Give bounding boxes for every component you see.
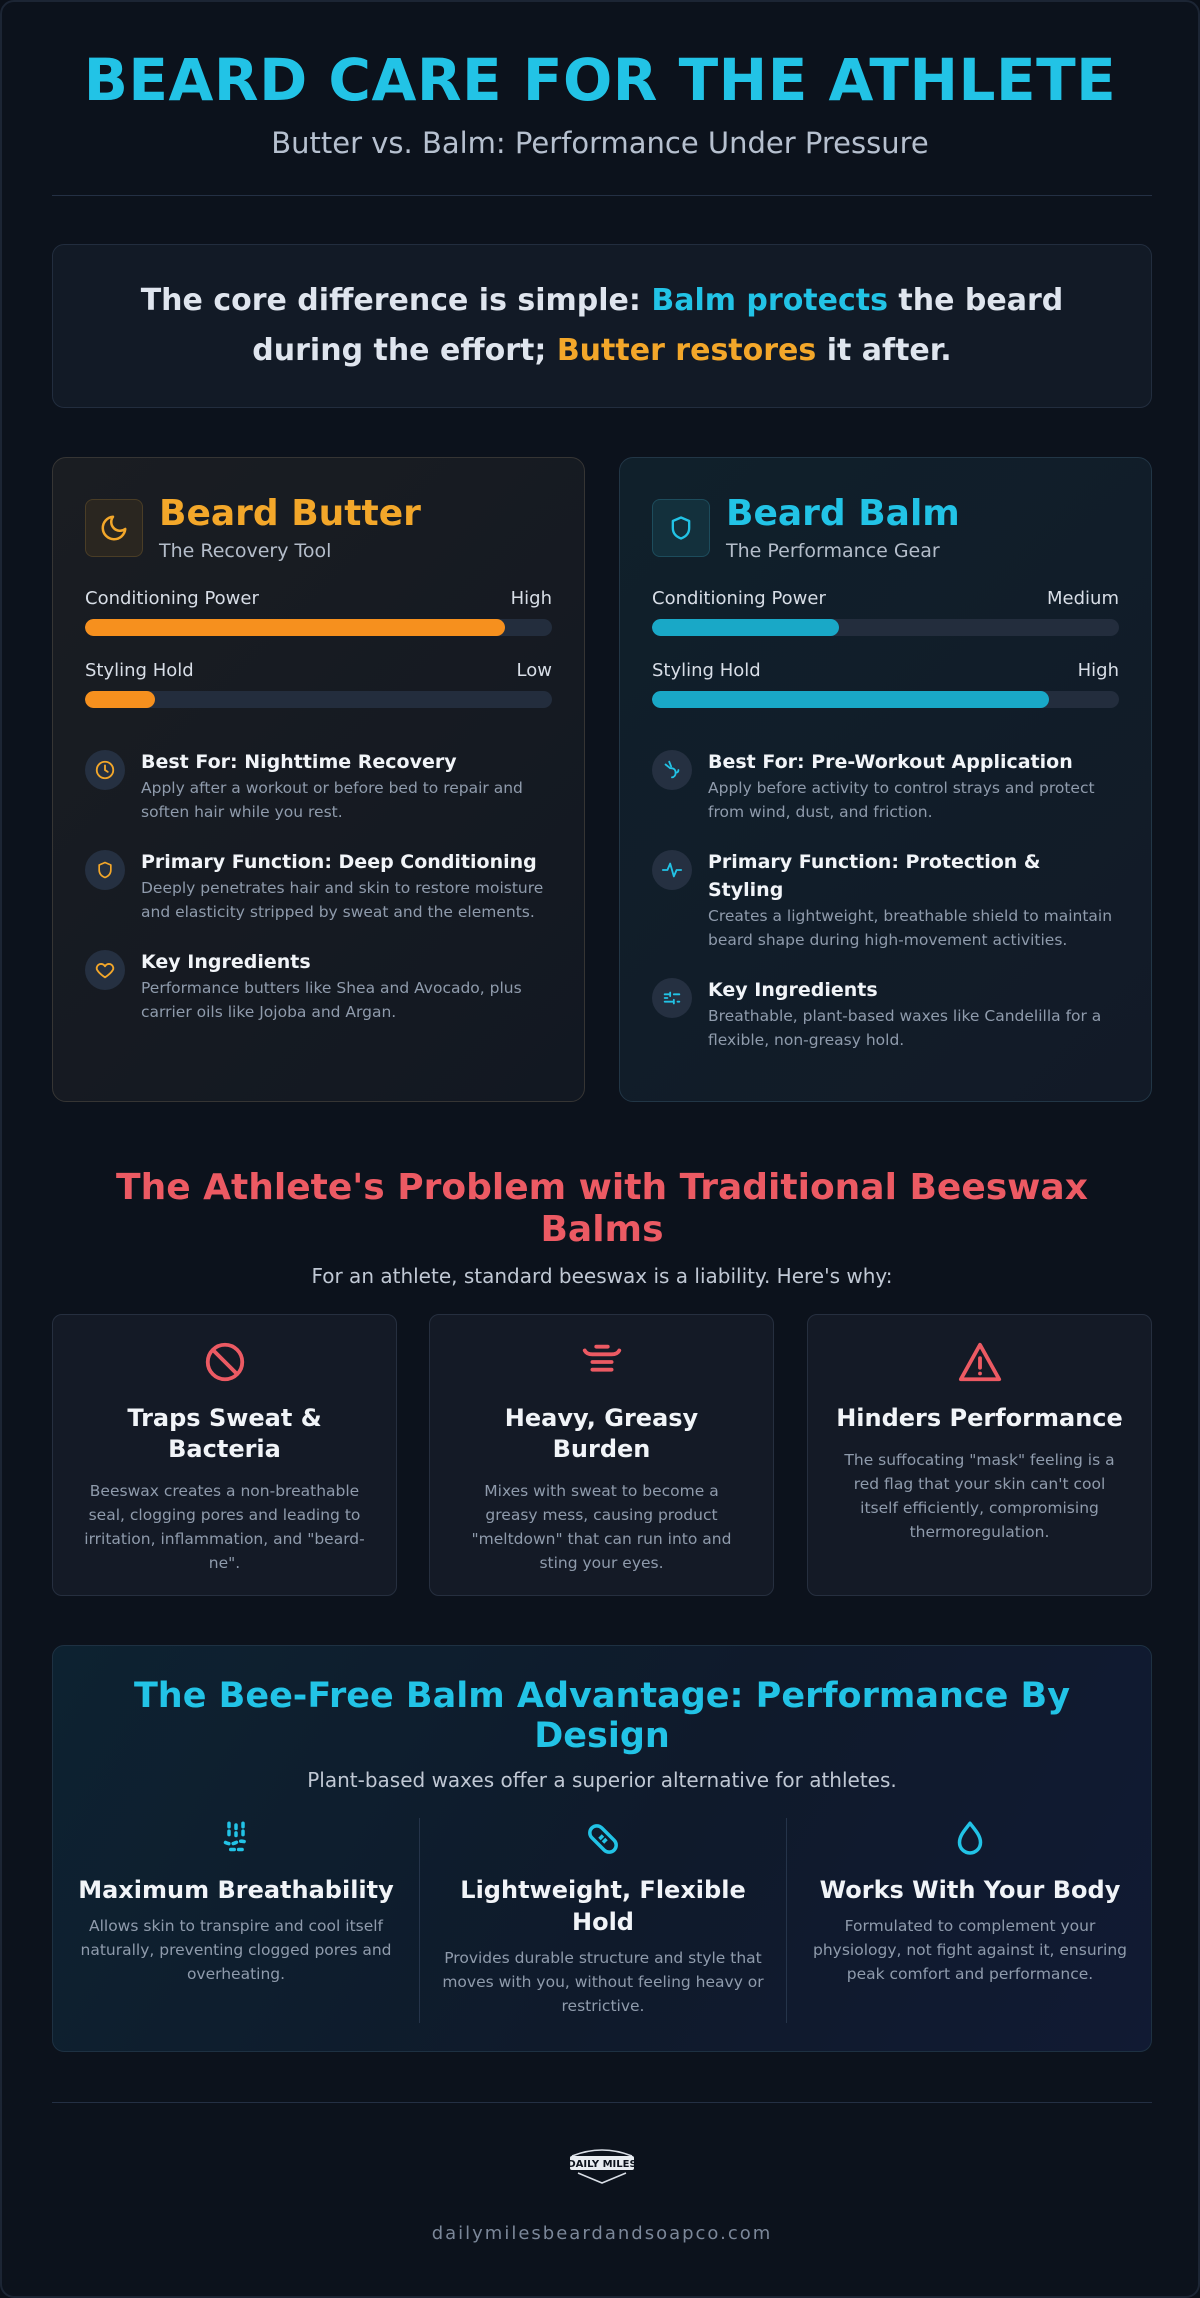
meter-fill bbox=[85, 619, 506, 636]
moon-icon bbox=[85, 499, 143, 557]
droplet-icon bbox=[809, 1818, 1131, 1864]
problem-card-desc: Mixes with sweat to become a greasy mess… bbox=[471, 1482, 732, 1572]
meter-track bbox=[85, 691, 552, 708]
feature-item: Key Ingredients Performance butters like… bbox=[85, 948, 552, 1024]
problem-card: Heavy, Greasy Burden Mixes with sweat to… bbox=[429, 1314, 774, 1596]
pulse-icon bbox=[652, 850, 692, 890]
meter-conditioning: Conditioning Power High bbox=[85, 588, 552, 636]
breath-icon bbox=[75, 1818, 397, 1864]
meter-value: High bbox=[1077, 660, 1119, 681]
core-difference-callout: The core difference is simple: Balm prot… bbox=[52, 244, 1152, 408]
core-highlight-butter: Butter restores bbox=[556, 333, 817, 368]
feature-item: Primary Function: Protection & Styling C… bbox=[652, 848, 1119, 952]
feature-desc: Deeply penetrates hair and skin to resto… bbox=[141, 879, 544, 921]
meter-hold: Styling Hold Low bbox=[85, 660, 552, 708]
feature-item: Best For: Pre-Workout Application Apply … bbox=[652, 748, 1119, 824]
problem-card-title: Hinders Performance bbox=[836, 1404, 1123, 1432]
feature-desc: Performance butters like Shea and Avocad… bbox=[141, 979, 522, 1021]
page-title: BEARD CARE FOR THE ATHLETE bbox=[83, 46, 1117, 114]
feature-desc: Apply after a workout or before bed to r… bbox=[141, 779, 523, 821]
ban-icon bbox=[79, 1339, 370, 1389]
advantage-panel: The Bee-Free Balm Advantage: Performance… bbox=[52, 1645, 1152, 2052]
website-url[interactable]: dailymilesbeardandsoapco.com bbox=[431, 2223, 773, 2244]
advantage-heading: The Bee-Free Balm Advantage: Performance… bbox=[133, 1676, 1071, 1756]
feature-desc: Breathable, plant-based waxes like Cande… bbox=[708, 1007, 1102, 1049]
feature-item: Best For: Nighttime Recovery Apply after… bbox=[85, 748, 552, 824]
core-text-3: it after. bbox=[816, 333, 952, 368]
problem-card: Hinders Performance The suffocating "mas… bbox=[807, 1314, 1152, 1596]
feature-desc: Creates a lightweight, breathable shield… bbox=[708, 907, 1113, 949]
core-text-1: The core difference is simple: bbox=[140, 283, 652, 318]
meter-value: High bbox=[510, 588, 552, 609]
beard-butter-card: Beard Butter The Recovery Tool Condition… bbox=[52, 457, 585, 1102]
sliders-icon bbox=[652, 978, 692, 1018]
brand-logo: DAILY MILES bbox=[564, 2142, 640, 2186]
feature-title: Best For: Nighttime Recovery bbox=[141, 751, 457, 773]
logo-text: DAILY MILES bbox=[567, 2159, 636, 2170]
meter-track bbox=[652, 691, 1119, 708]
meter-hold: Styling Hold High bbox=[652, 660, 1119, 708]
meter-label: Styling Hold bbox=[85, 660, 194, 681]
meter-fill bbox=[652, 691, 1049, 708]
beard-balm-card: Beard Balm The Performance Gear Conditio… bbox=[619, 457, 1152, 1102]
problem-subheading: For an athlete, standard beeswax is a li… bbox=[311, 1264, 893, 1288]
feature-item: Primary Function: Deep Conditioning Deep… bbox=[85, 848, 552, 924]
problem-card-title: Heavy, Greasy Burden bbox=[504, 1404, 699, 1463]
weight-icon bbox=[456, 1339, 747, 1389]
header: BEARD CARE FOR THE ATHLETE Butter vs. Ba… bbox=[2, 2, 1198, 160]
card-title: Beard Balm bbox=[726, 493, 960, 534]
bandage-icon bbox=[442, 1818, 764, 1864]
advantage-subheading: Plant-based waxes offer a superior alter… bbox=[307, 1768, 897, 1792]
clock-icon bbox=[85, 750, 125, 790]
problem-card-desc: Beeswax creates a non-breathable seal, c… bbox=[84, 1482, 365, 1572]
problem-heading: The Athlete's Problem with Traditional B… bbox=[116, 1167, 1088, 1250]
meter-label: Conditioning Power bbox=[85, 588, 259, 609]
feature-title: Key Ingredients bbox=[708, 979, 878, 1001]
card-subtitle: The Recovery Tool bbox=[159, 540, 332, 562]
advantage-item-title: Works With Your Body bbox=[819, 1876, 1121, 1904]
advantage-item-desc: Formulated to complement your physiology… bbox=[813, 1917, 1127, 1983]
meter-fill bbox=[652, 619, 839, 636]
divider bbox=[52, 2102, 1152, 2103]
card-subtitle: The Performance Gear bbox=[726, 540, 940, 562]
advantage-item: Works With Your Body Formulated to compl… bbox=[786, 1818, 1153, 2023]
heart-icon bbox=[85, 950, 125, 990]
feature-title: Primary Function: Protection & Styling bbox=[708, 851, 1041, 901]
warning-icon bbox=[834, 1339, 1125, 1389]
problem-card: Traps Sweat & Bacteria Beeswax creates a… bbox=[52, 1314, 397, 1596]
feature-title: Primary Function: Deep Conditioning bbox=[141, 851, 537, 873]
core-highlight-balm: Balm protects bbox=[651, 283, 888, 318]
problem-card-title: Traps Sweat & Bacteria bbox=[127, 1404, 322, 1463]
shield-icon bbox=[652, 499, 710, 557]
meter-track bbox=[85, 619, 552, 636]
meter-value: Low bbox=[516, 660, 552, 681]
feature-title: Key Ingredients bbox=[141, 951, 311, 973]
meter-value: Medium bbox=[1047, 588, 1119, 609]
meter-label: Styling Hold bbox=[652, 660, 761, 681]
problem-card-desc: The suffocating "mask" feeling is a red … bbox=[844, 1451, 1115, 1541]
meter-fill bbox=[85, 691, 156, 708]
meter-track bbox=[652, 619, 1119, 636]
divider bbox=[52, 195, 1152, 196]
advantage-item-title: Maximum Breathability bbox=[78, 1876, 394, 1904]
feature-title: Best For: Pre-Workout Application bbox=[708, 751, 1073, 773]
advantage-item-desc: Provides durable structure and style tha… bbox=[442, 1949, 764, 2015]
advantage-item-desc: Allows skin to transpire and cool itself… bbox=[80, 1917, 392, 1983]
advantage-item: Maximum Breathability Allows skin to tra… bbox=[53, 1818, 419, 2023]
card-title: Beard Butter bbox=[159, 493, 421, 534]
wind-icon bbox=[652, 750, 692, 790]
feature-item: Key Ingredients Breathable, plant-based … bbox=[652, 976, 1119, 1052]
advantage-item: Lightweight, Flexible Hold Provides dura… bbox=[419, 1818, 786, 2023]
meter-conditioning: Conditioning Power Medium bbox=[652, 588, 1119, 636]
advantage-item-title: Lightweight, Flexible Hold bbox=[460, 1876, 746, 1936]
meter-label: Conditioning Power bbox=[652, 588, 826, 609]
core-text-2: the beard during the effort; bbox=[252, 283, 1064, 368]
shield-icon bbox=[85, 850, 125, 890]
page-subtitle: Butter vs. Balm: Performance Under Press… bbox=[271, 126, 929, 160]
feature-desc: Apply before activity to control strays … bbox=[708, 779, 1095, 821]
